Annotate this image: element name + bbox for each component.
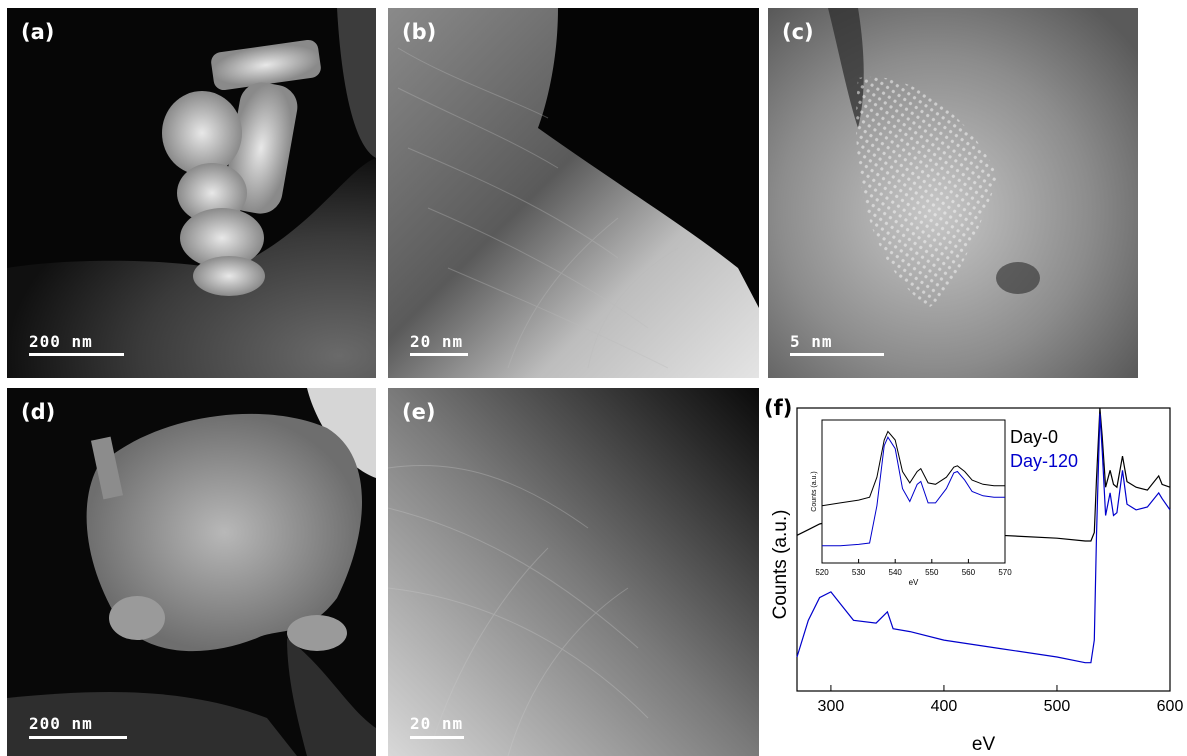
scale-bar (410, 353, 468, 356)
inset-series-line-day-0 (821, 430, 1005, 507)
scale-bar-label: 5 nm (790, 332, 833, 351)
scale-bar (29, 353, 124, 356)
main-axes: 300 400 500 600 eV Counts (a.u.) (770, 407, 1184, 755)
inset-x-tick-label: 530 (852, 568, 866, 577)
panel-label: (f) (764, 396, 793, 420)
micrograph-panel-d: (d) 200 nm (7, 388, 376, 756)
inset-y-axis-label: Counts (a.u.) (811, 471, 818, 511)
scale-bar-label: 200 nm (29, 332, 93, 351)
micrograph-panel-a: (a) 200 nm (7, 8, 376, 378)
inset-x-tick-label: 570 (998, 568, 1012, 577)
scale-bar-label: 200 nm (29, 714, 93, 733)
inset-chart: 520 530 540 550 560 570 eV Counts (a.u.) (811, 419, 1012, 587)
inset-x-tick-label: 520 (815, 568, 829, 577)
panel-label: (e) (402, 400, 436, 424)
scale-bar-label: 20 nm (410, 332, 464, 351)
eels-spectrum-panel: (f) 300 400 500 600 eV Counts (a.u.) Day-0 Day… (760, 388, 1187, 756)
legend-entry: Day-0 (1010, 427, 1058, 447)
x-tick-label: 500 (1044, 698, 1071, 715)
x-tick-label: 300 (818, 698, 845, 715)
series-line-day-120 (796, 413, 1171, 664)
scale-bar (410, 736, 464, 739)
plot-frame (796, 407, 1171, 692)
inset-x-axis-label: eV (909, 578, 919, 587)
inset-x-tick-label: 540 (889, 568, 903, 577)
x-tick-label: 600 (1157, 698, 1184, 715)
scale-bar-label: 20 nm (410, 714, 464, 733)
micrograph-e-image (388, 388, 759, 756)
panel-label: (a) (21, 20, 55, 44)
eels-main-chart: 300 400 500 600 eV Counts (a.u.) Day-0 Day-120… (770, 407, 1184, 755)
x-tick-label: 400 (931, 698, 958, 715)
scale-bar (790, 353, 884, 356)
scale-bar (29, 736, 127, 739)
micrograph-b-image (388, 8, 759, 378)
inset-x-tick-label: 550 (925, 568, 939, 577)
x-axis-label: eV (972, 734, 996, 755)
micrograph-panel-b: (b) 20 nm (388, 8, 759, 378)
micrograph-a-image (7, 8, 376, 378)
micrograph-panel-c: (c) 5 nm (768, 8, 1138, 378)
inset-series-line-day-120 (822, 436, 1005, 547)
legend-entry: Day-120 (1010, 451, 1078, 471)
y-axis-label: Counts (a.u.) (770, 510, 791, 620)
micrograph-c-image (768, 8, 1138, 378)
panel-label: (d) (21, 400, 56, 424)
main-legend: Day-0 Day-120 (1010, 427, 1078, 471)
micrograph-panel-e: (e) 20 nm (388, 388, 759, 756)
inset-frame (821, 419, 1006, 564)
panel-label: (c) (782, 20, 814, 44)
inset-x-tick-label: 560 (962, 568, 976, 577)
panel-label: (b) (402, 20, 437, 44)
micrograph-d-image (7, 388, 376, 756)
